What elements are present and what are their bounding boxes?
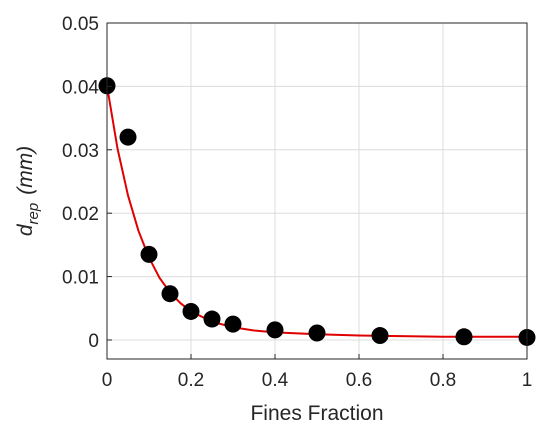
x-tick-label: 0.4 bbox=[262, 370, 289, 391]
x-tick-label: 0.8 bbox=[430, 370, 456, 391]
plot-frame bbox=[106, 22, 528, 360]
y-axis-label-subscript: rep bbox=[25, 203, 42, 225]
y-tick-label: 0.04 bbox=[62, 77, 99, 98]
data-point bbox=[182, 302, 200, 320]
y-tick-label: 0.03 bbox=[62, 141, 99, 162]
scatter-points bbox=[98, 77, 536, 346]
plot-background bbox=[107, 23, 527, 359]
data-point bbox=[371, 327, 389, 345]
y-axis-label: drep (mm) bbox=[14, 146, 42, 236]
y-tick-label: 0.01 bbox=[62, 268, 99, 289]
data-point bbox=[119, 128, 137, 146]
y-axis-label-symbol: d bbox=[14, 223, 37, 236]
x-tick-label: 0.6 bbox=[346, 370, 372, 391]
y-tick-label: 0 bbox=[88, 331, 99, 352]
x-tick-label: 0 bbox=[102, 370, 113, 391]
x-axis-ticks: 0 0.2 0.4 0.6 0.8 1 bbox=[102, 354, 533, 391]
data-point bbox=[161, 285, 179, 303]
x-tick-label: 1 bbox=[522, 370, 533, 391]
y-tick-label: 0.02 bbox=[62, 204, 99, 225]
y-axis-label-unit: (mm) bbox=[14, 146, 37, 195]
y-tick-label: 0.05 bbox=[62, 14, 99, 35]
data-point bbox=[266, 321, 284, 339]
data-point bbox=[224, 315, 242, 333]
x-axis-label: Fines Fraction bbox=[250, 402, 383, 425]
data-point bbox=[140, 245, 158, 263]
y-axis-ticks: 0 0.01 0.02 0.03 0.04 0.05 bbox=[62, 14, 112, 352]
x-tick-label: 0.2 bbox=[178, 370, 204, 391]
data-point bbox=[455, 328, 473, 346]
data-point bbox=[203, 310, 221, 328]
data-point bbox=[308, 324, 326, 342]
